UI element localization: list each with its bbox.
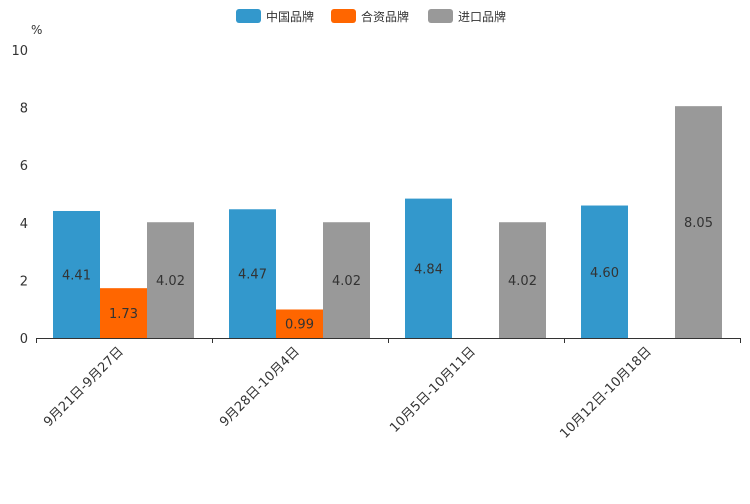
legend-item[interactable]: 中国品牌 [236,9,314,24]
y-tick-label: 6 [20,159,28,174]
x-tick-label: 10月5日-10月11日 [387,344,479,436]
bars: 4.41 1.73 4.02 4.47 0.99 4.02 4.84 4.02 4.60 8.05 [53,106,722,338]
data-label: 0.99 [285,318,314,333]
bar[interactable] [53,210,100,338]
legend-label: 进口品牌 [458,10,506,24]
legend-swatch [236,9,261,23]
x-tick-label: 9月28日-10月4日 [217,344,303,430]
data-label: 4.60 [590,266,619,281]
legend-label: 中国品牌 [266,9,314,24]
y-tick-label: 4 [20,217,28,232]
bar[interactable] [147,222,194,338]
y-tick-label: 2 [20,274,28,289]
bar[interactable] [405,198,452,338]
data-label: 4.02 [332,274,361,289]
legend-swatch [428,9,453,23]
bar[interactable] [499,222,546,338]
y-tick-label: 8 [20,102,28,117]
y-tick-label: 0 [20,332,28,347]
bar[interactable] [323,222,370,338]
legend-swatch [331,9,356,23]
legend: 中国品牌 合资品牌 进口品牌 [236,9,506,24]
bar[interactable] [276,309,323,338]
y-axis-unit: % [31,23,42,37]
bar[interactable] [675,106,722,338]
bar[interactable] [581,205,628,338]
x-axis: 9月21日-9月27日 9月28日-10月4日 10月5日-10月11日 10月12日… [36,338,741,442]
data-label: 4.02 [508,274,537,289]
data-label: 8.05 [684,216,713,231]
data-label: 4.47 [238,268,267,283]
legend-label: 合资品牌 [361,9,409,24]
data-label: 1.73 [109,307,138,322]
y-tick-label: 10 [11,44,28,59]
legend-item[interactable]: 进口品牌 [428,9,506,24]
data-label: 4.02 [156,274,185,289]
x-tick-label: 9月21日-9月27日 [41,344,127,430]
y-axis: 0 2 4 6 8 10 [11,44,28,347]
data-label: 4.84 [414,262,443,277]
bar[interactable] [229,209,276,338]
bar[interactable] [100,288,147,338]
legend-item[interactable]: 合资品牌 [331,9,409,24]
data-label: 4.41 [62,268,91,283]
x-tick-label: 10月12日-10月18日 [557,344,654,441]
